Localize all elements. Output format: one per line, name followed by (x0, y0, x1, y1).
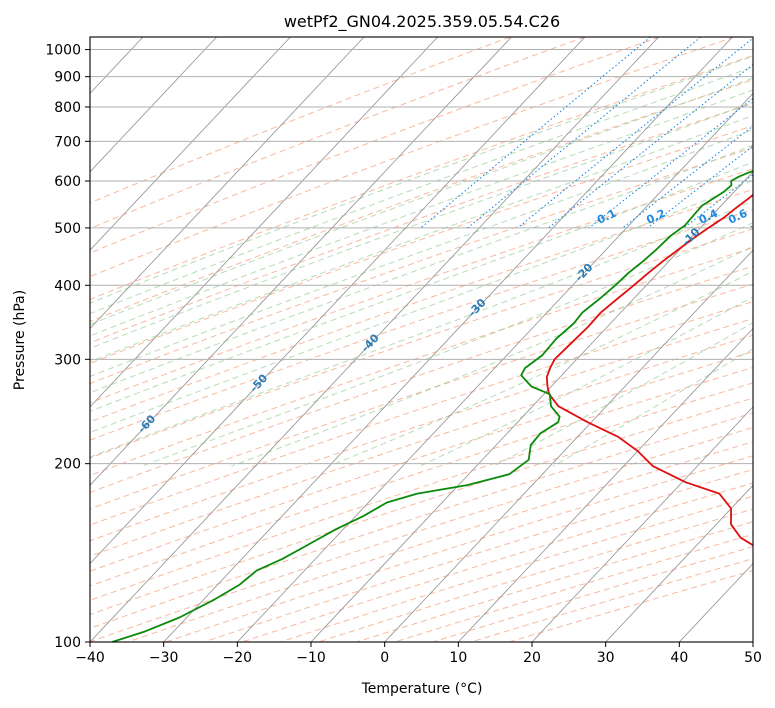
isotherm-line (605, 484, 753, 642)
moist-adiabat-line (90, 77, 753, 326)
x-tick-label: −20 (223, 650, 253, 666)
plot-background (90, 37, 753, 642)
isotherm-line (90, 37, 512, 486)
isotherm-line (90, 37, 291, 251)
moist-adiabat-line (90, 129, 753, 377)
moist-adiabat-line (90, 66, 753, 315)
y-tick-label: 1000 (45, 43, 81, 59)
y-tick-label: 500 (54, 221, 81, 237)
dry-adiabat-line (90, 228, 753, 459)
moist-adiabats (90, 55, 753, 467)
y-tick-label: 100 (54, 635, 81, 651)
isotherm-line (531, 406, 753, 642)
isotherm-line (90, 37, 365, 330)
isotherm-line (90, 37, 439, 408)
moist-adiabat-line (90, 200, 753, 458)
isotherm-line (90, 37, 218, 173)
moist-adiabat-line (90, 89, 753, 337)
isotherms (90, 37, 753, 642)
x-tick-label: 20 (523, 650, 541, 666)
dry-adiabat-line (90, 427, 753, 642)
moist-adiabat-line (328, 270, 753, 467)
x-tick-label: −30 (149, 650, 179, 666)
dry-adiabat-line (127, 441, 753, 642)
x-tick-label: 40 (670, 650, 688, 666)
dry-adiabat-line (90, 318, 753, 542)
y-tick-label: 700 (54, 134, 81, 150)
moist-adiabat-line (90, 55, 753, 304)
x-tick-label: 50 (744, 650, 762, 666)
y-tick-label: 200 (54, 457, 81, 473)
mixing-ratio-line (548, 63, 753, 229)
y-axis-label: Pressure (hPa) (12, 290, 28, 390)
moist-adiabat-line (493, 322, 753, 467)
dry-adiabat-line (90, 283, 753, 510)
moist-adiabat-line (90, 101, 753, 349)
dry-adiabat-line (90, 301, 753, 526)
chart-title: wetPf2_GN04.2025.359.05.54.C26 (284, 12, 560, 32)
dry-adiabat-line (90, 188, 753, 423)
dry-adiabat-line (203, 468, 753, 642)
dry-adiabat-line (90, 208, 753, 441)
dry-adiabat-line (90, 168, 753, 404)
x-axis-label: Temperature (°C) (361, 681, 483, 697)
y-tick-label: 600 (54, 174, 81, 190)
y-tick-label: 300 (54, 352, 81, 368)
isotherm-line (384, 249, 753, 642)
dry-adiabats (90, 37, 753, 642)
x-tick-label: 0 (380, 650, 389, 666)
sounding-series (111, 170, 753, 642)
dry-adiabat-line (90, 412, 753, 629)
moist-adiabat-line (90, 114, 753, 363)
x-tick-label: −40 (75, 650, 105, 666)
isotherm-line (457, 327, 753, 642)
dewpoint-profile-line (111, 170, 753, 642)
mixing-ratio-line (517, 37, 753, 229)
plot-frame (89, 36, 754, 643)
isotherm-line (163, 37, 733, 642)
mixing-ratio-lines (420, 37, 753, 229)
dry-adiabat-line (90, 102, 753, 344)
dry-adiabat-line (90, 334, 753, 557)
y-tick-label: 800 (54, 100, 81, 116)
dry-adiabat-line (90, 147, 753, 385)
y-tick-label: 900 (54, 70, 81, 86)
mixing-ratio-line (420, 37, 651, 229)
y-tick-label: 400 (54, 278, 81, 294)
background-lines (90, 37, 753, 642)
isotherm-line (90, 37, 660, 642)
temperature-profile-line (545, 193, 753, 547)
y-axis: 100 200 300 400 500 600 700 800 900 1000 (45, 43, 90, 651)
dry-adiabat-line (90, 37, 735, 278)
mixing-ratio-line (622, 125, 753, 229)
isotherm-line (236, 92, 753, 642)
moist-adiabat-line (90, 161, 753, 412)
dry-adiabat-line (90, 125, 753, 365)
dry-adiabat-line (90, 37, 660, 254)
x-tick-label: 30 (597, 650, 615, 666)
x-tick-label: −10 (296, 650, 326, 666)
dry-adiabat-line (165, 455, 753, 642)
x-tick-label: 10 (449, 650, 467, 666)
moist-adiabat-line (231, 245, 753, 467)
dry-adiabat-line (90, 247, 753, 476)
isotherm-line (90, 37, 586, 565)
x-axis: −40 −30 −20 −10 0 10 20 30 40 50 (75, 642, 762, 666)
isobars (90, 49, 753, 642)
isotherm-line (310, 171, 753, 642)
moist-adiabat-line (90, 144, 753, 394)
mixing-ratio-line (467, 37, 702, 229)
dry-adiabat-line (90, 265, 753, 493)
dry-adiabat-line (241, 482, 753, 642)
